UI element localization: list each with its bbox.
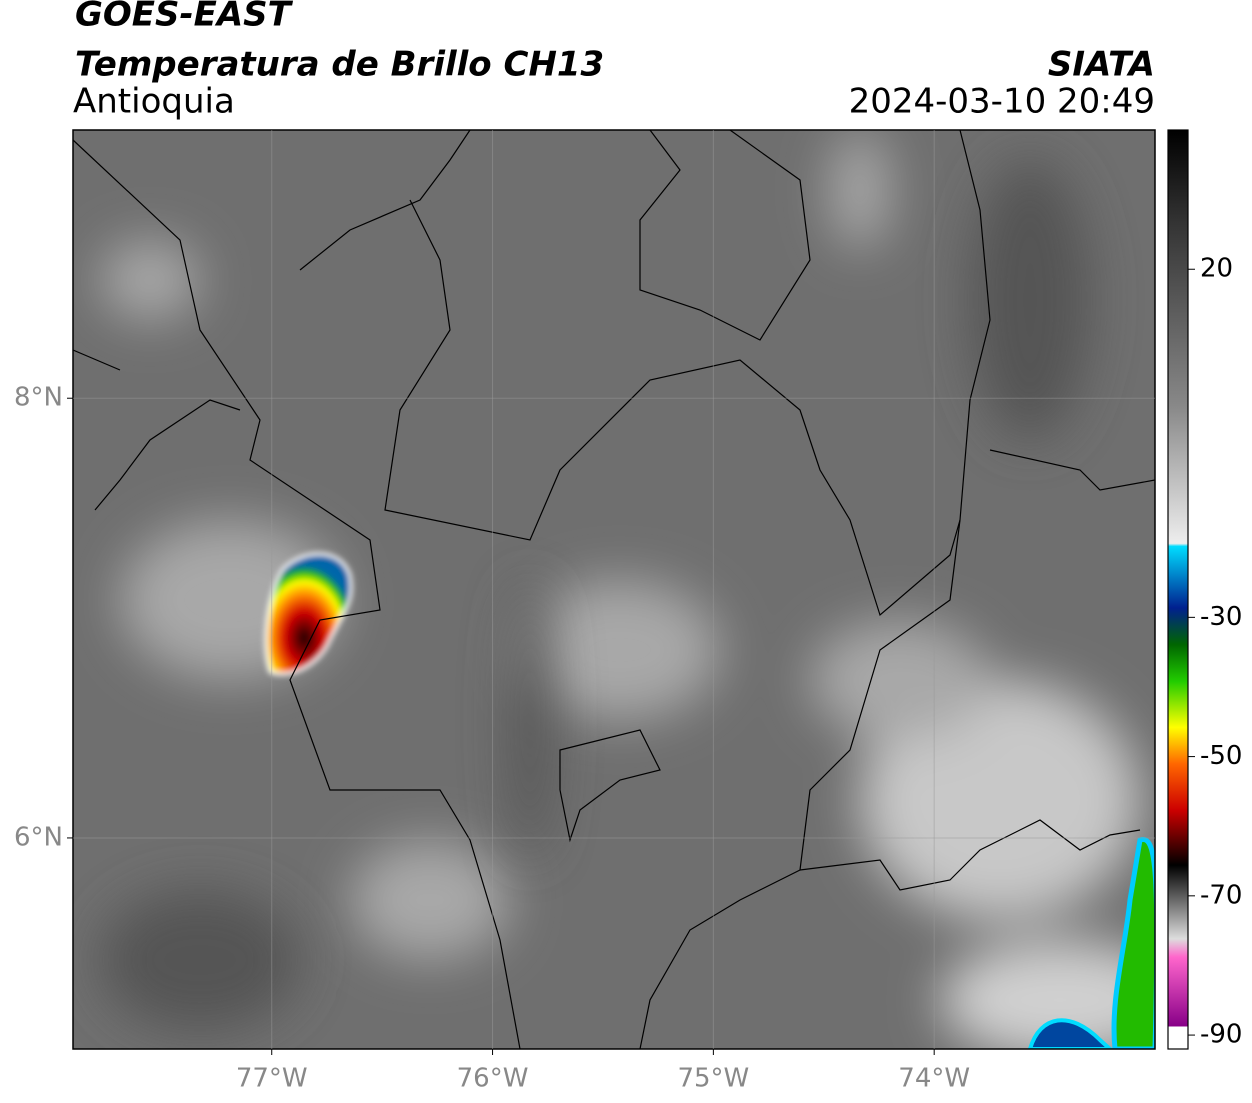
- region-label: Antioquia: [73, 82, 235, 122]
- x-tick-label: 76°W: [457, 1064, 529, 1094]
- source-label: SIATA: [1048, 45, 1155, 85]
- colorbar: [1167, 129, 1189, 1050]
- colorbar-tick-label: -30: [1200, 602, 1242, 632]
- product-title: Temperatura de Brillo CH13: [75, 45, 604, 85]
- timestamp: 2024-03-10 20:49: [849, 82, 1155, 122]
- x-tick-label: 75°W: [677, 1064, 749, 1094]
- colorbar-tick-label: -90: [1200, 1020, 1242, 1050]
- x-tick-label: 74°W: [898, 1064, 970, 1094]
- colorbar-tick-label: -70: [1200, 880, 1242, 910]
- map-frame: [72, 129, 1156, 1050]
- colorbar-tick-label: -50: [1200, 741, 1242, 771]
- map-image: [73, 130, 1155, 1049]
- satellite-title: GOES-EAST: [75, 0, 294, 35]
- x-tick-label: 77°W: [236, 1064, 308, 1094]
- colorbar-tick-label: 20: [1200, 254, 1233, 284]
- y-tick-label: 6°N: [14, 822, 63, 852]
- y-tick-label: 8°N: [14, 383, 63, 413]
